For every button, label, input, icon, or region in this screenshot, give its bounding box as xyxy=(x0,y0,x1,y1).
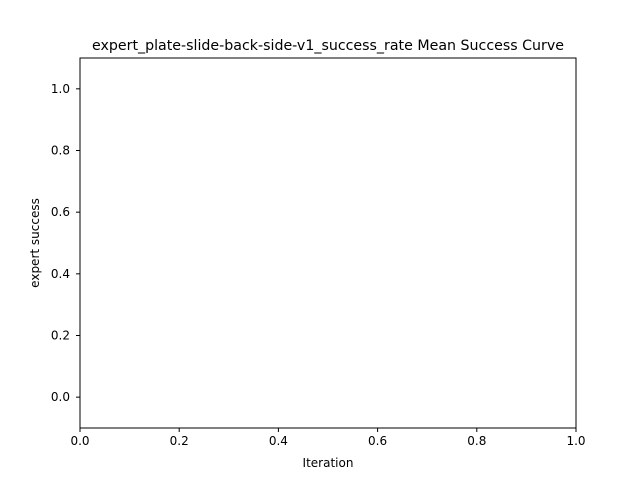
x-axis-label: Iteration xyxy=(303,456,354,470)
x-tick-label: 0.0 xyxy=(70,434,89,448)
y-tick-label: 1.0 xyxy=(51,82,70,96)
y-tick-label: 0.2 xyxy=(51,329,70,343)
y-tick-label: 0.6 xyxy=(51,205,70,219)
y-axis-ticks: 0.0 0.2 0.4 0.6 0.8 1.0 xyxy=(51,82,80,404)
y-axis-label: expert success xyxy=(28,198,42,288)
x-axis-ticks: 0.0 0.2 0.4 0.6 0.8 1.0 xyxy=(70,428,586,448)
x-tick-label: 0.2 xyxy=(170,434,189,448)
y-tick-label: 0.8 xyxy=(51,144,70,158)
y-tick-label: 0.4 xyxy=(51,267,70,281)
x-tick-label: 1.0 xyxy=(566,434,585,448)
plot-area xyxy=(79,57,577,429)
y-tick-label: 0.0 xyxy=(51,390,70,404)
x-tick-label: 0.6 xyxy=(368,434,387,448)
x-tick-label: 0.8 xyxy=(467,434,486,448)
x-tick-label: 0.4 xyxy=(269,434,288,448)
chart-title: expert_plate-slide-back-side-v1_success_… xyxy=(92,38,564,54)
